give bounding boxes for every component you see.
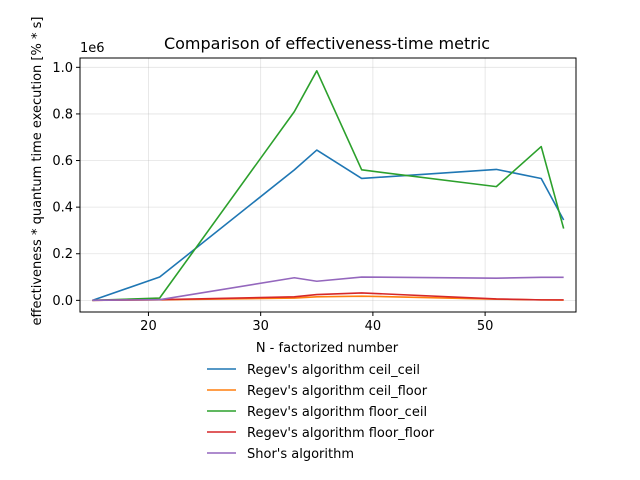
plot-frame [79, 57, 577, 313]
chart-title: Comparison of effectiveness-time metric [164, 34, 490, 53]
y-axis-label: effectiveness * quantum time execution [… [30, 17, 45, 326]
series-line-1 [92, 149, 565, 302]
y-offset-text: 1e6 [80, 41, 105, 56]
x-tick-label: 50 [477, 319, 494, 334]
y-tick-label: 0.0 [52, 294, 73, 309]
y-tick-label: 0.2 [52, 247, 73, 262]
x-tick-label: 40 [365, 319, 382, 334]
series-line-5 [92, 276, 564, 302]
x-axis-label: N - factorized number [256, 341, 399, 356]
legend-label: Shor's algorithm [247, 447, 354, 462]
legend-label: Regev's algorithm floor_floor [247, 426, 435, 441]
legend-label: Regev's algorithm ceil_floor [247, 384, 428, 399]
x-tick-label: 20 [140, 319, 157, 334]
y-tick-label: 0.8 [52, 107, 73, 122]
axis-ticks: 20 30 40 50 0.0 0.2 0.4 0.6 0.8 1.0 [52, 61, 493, 334]
y-tick-label: 0.6 [52, 154, 73, 169]
series-line-4 [92, 292, 564, 302]
legend-label: Regev's algorithm ceil_ceil [247, 363, 420, 378]
y-tick-label: 1.0 [52, 61, 73, 76]
series-line-3 [92, 70, 565, 302]
legend-label: Regev's algorithm floor_ceil [247, 405, 427, 420]
x-tick-label: 30 [252, 319, 269, 334]
series-layer [92, 70, 565, 302]
legend: Regev's algorithm ceil_ceil Regev's algor… [207, 363, 435, 462]
y-tick-label: 0.4 [52, 201, 73, 216]
